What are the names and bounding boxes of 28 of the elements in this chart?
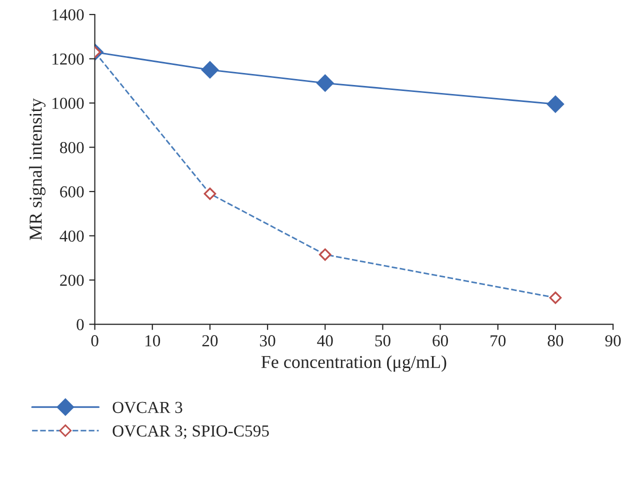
point [549, 292, 562, 304]
y-tick-label: 600 [60, 186, 84, 198]
point [201, 61, 219, 78]
x-tick-label: 10 [146, 335, 160, 346]
legend-label: OVCAR 3 [112, 402, 182, 414]
y-tick-label: 1000 [52, 98, 84, 109]
x-tick-label: 20 [202, 335, 218, 346]
x-tick-label: 0 [91, 335, 98, 346]
point [204, 188, 216, 200]
x-tick-label: 30 [260, 335, 276, 346]
y-tick-label: 800 [60, 142, 84, 154]
point [318, 248, 332, 261]
point [546, 96, 564, 113]
y-tick-label: 400 [60, 230, 84, 242]
x-tick-label: 40 [317, 335, 333, 346]
x-axis-title: Fe concentration (μg/mL) [261, 355, 446, 372]
y-tick-label: 200 [60, 274, 84, 286]
x-tick-label: 80 [548, 335, 564, 346]
x-tick-label: 70 [490, 335, 506, 346]
x-tick-label: 50 [375, 335, 390, 346]
y-tick-label: 1400 [52, 9, 84, 20]
x-tick-label: 60 [432, 335, 448, 346]
point [316, 74, 334, 92]
x-tick-label: 90 [605, 335, 621, 346]
y-axis-title: MR signal intensity [29, 98, 46, 240]
y-tick-label: 1200 [52, 53, 84, 65]
legend-label: OVCAR 3; SPIO-C595 [112, 425, 269, 440]
y-tick-label: 0 [76, 318, 84, 330]
